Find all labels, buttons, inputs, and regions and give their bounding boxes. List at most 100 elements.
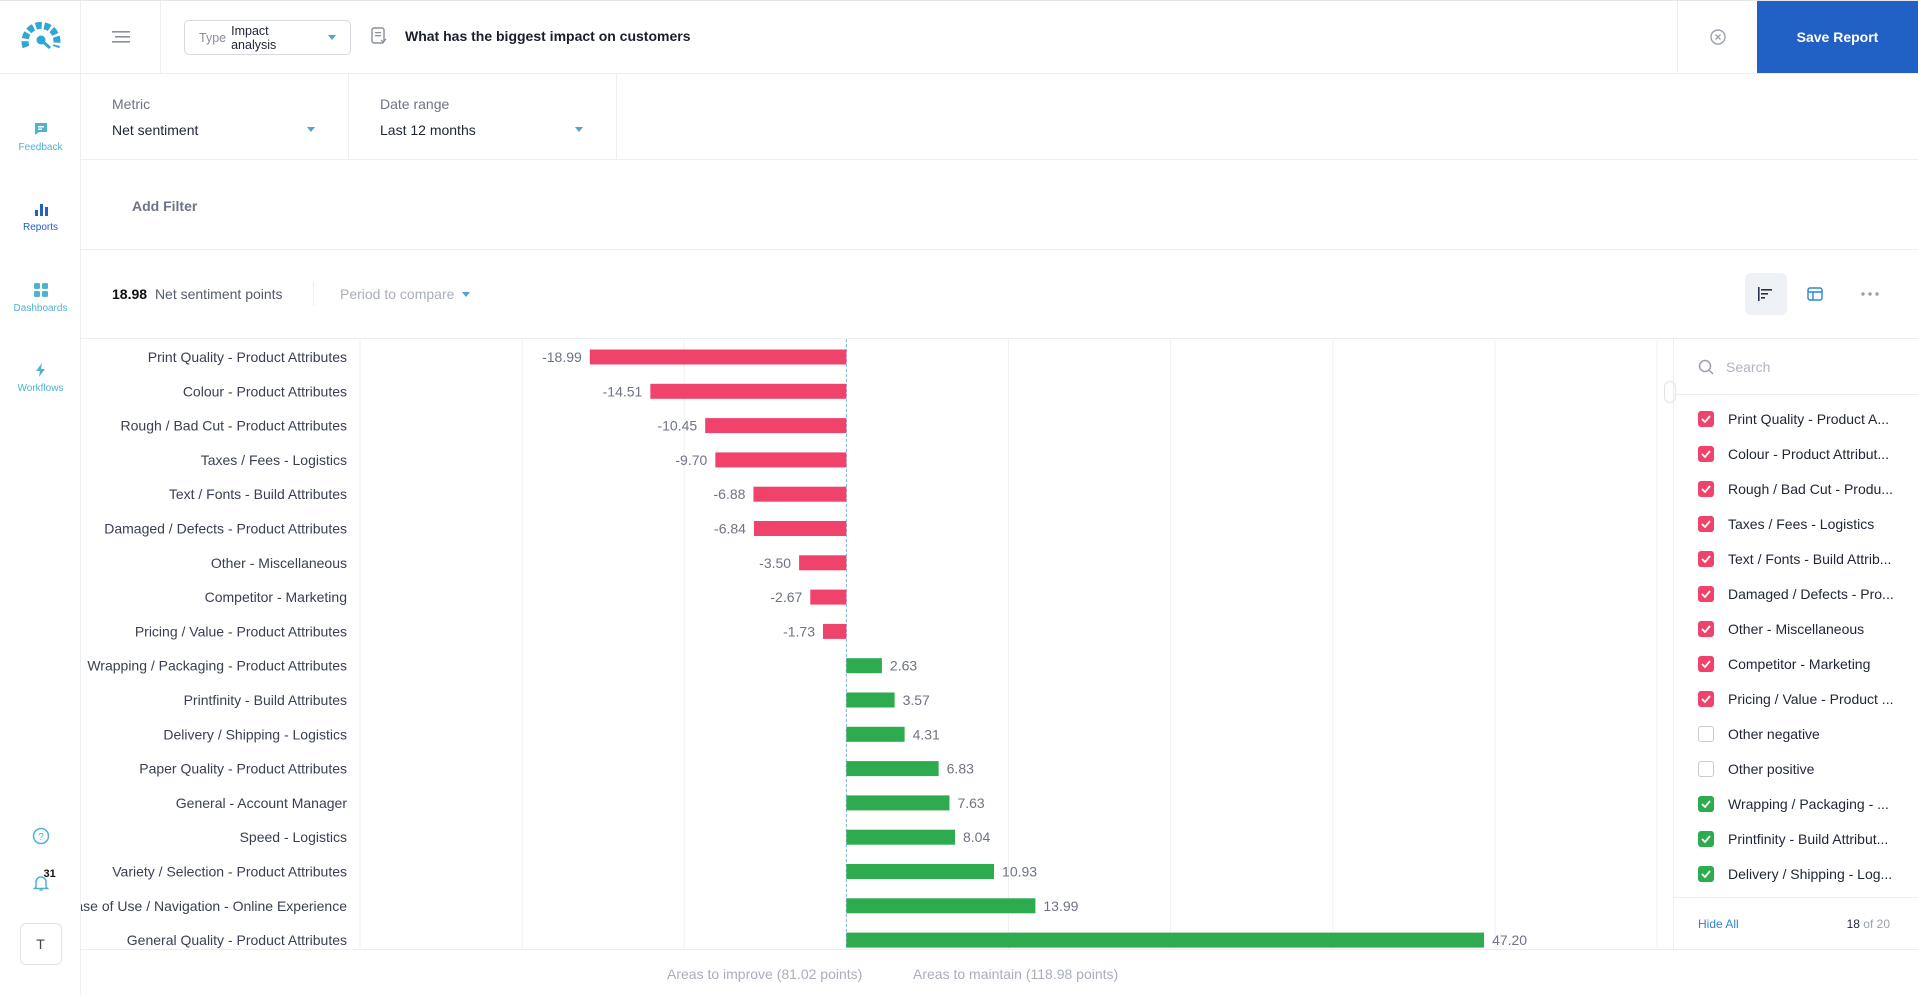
series-item[interactable]: Other - Miscellaneous xyxy=(1674,611,1918,646)
checkbox-checked-icon[interactable] xyxy=(1698,480,1714,497)
nav-workflows[interactable]: Workflows xyxy=(0,362,81,394)
series-item[interactable]: Other positive xyxy=(1674,751,1918,786)
impact-chart: Print Quality - Product Attributes -18.99… xyxy=(66,339,1673,949)
hide-all-button[interactable]: Hide All xyxy=(1698,916,1739,931)
points-value: 18.98 xyxy=(112,286,148,302)
nav-workflows-label: Workflows xyxy=(17,383,64,394)
bar[interactable] xyxy=(846,692,895,708)
notifications-button[interactable]: 31 xyxy=(0,868,81,897)
user-avatar[interactable]: T xyxy=(19,923,62,965)
series-item[interactable]: Print Quality - Product A... xyxy=(1674,401,1918,436)
bar[interactable] xyxy=(846,829,955,845)
grid-icon xyxy=(33,283,48,297)
value-label: -2.67 xyxy=(770,589,802,605)
nav-dashboards-label: Dashboards xyxy=(13,303,68,314)
type-select[interactable]: Type Impact analysis xyxy=(184,20,351,55)
filter-bar: Metric Net sentiment Date range Last 12 … xyxy=(81,74,1918,160)
date-range-select[interactable]: Date range Last 12 months xyxy=(349,74,617,160)
checkbox-checked-icon[interactable] xyxy=(1698,830,1714,847)
type-select-label: Type xyxy=(199,30,227,45)
checkbox-checked-icon[interactable] xyxy=(1698,585,1714,602)
brand-logo[interactable] xyxy=(0,1,81,74)
nav-feedback[interactable]: Feedback xyxy=(0,121,81,153)
series-count-selected: 18 xyxy=(1846,916,1860,931)
points-label: Net sentiment points xyxy=(154,286,283,302)
save-report-button[interactable]: Save Report xyxy=(1757,1,1918,73)
date-range-value: Last 12 months xyxy=(380,122,476,138)
series-item[interactable]: Rough / Bad Cut - Produ... xyxy=(1674,471,1918,506)
bar[interactable] xyxy=(846,726,905,742)
nav-reports[interactable]: Reports xyxy=(0,201,81,233)
add-filter-button[interactable]: Add Filter xyxy=(132,198,198,214)
checkbox-checked-icon[interactable] xyxy=(1698,865,1714,882)
bar[interactable] xyxy=(650,383,847,399)
checkbox-checked-icon[interactable] xyxy=(1698,620,1714,637)
series-item[interactable]: Text / Fonts - Build Attrib... xyxy=(1674,541,1918,576)
checkbox-checked-icon[interactable] xyxy=(1698,690,1714,707)
category-label: Text / Fonts - Build Attributes xyxy=(169,486,347,502)
nav-dashboards[interactable]: Dashboards xyxy=(0,282,81,314)
category-label: Pricing / Value - Product Attributes xyxy=(135,623,347,639)
search-icon xyxy=(1698,359,1714,375)
bar[interactable] xyxy=(846,761,939,777)
history-icon xyxy=(1709,29,1726,45)
more-options-button[interactable] xyxy=(1849,273,1891,315)
category-label: Delivery / Shipping - Logistics xyxy=(163,726,347,742)
bar-chart-icon xyxy=(34,204,48,216)
series-item[interactable]: Competitor - Marketing xyxy=(1674,646,1918,681)
series-list: Print Quality - Product A... Colour - Pro… xyxy=(1674,395,1918,891)
metric-select[interactable]: Metric Net sentiment xyxy=(81,74,349,160)
bar[interactable] xyxy=(823,623,847,639)
report-title[interactable]: What has the biggest impact on customers xyxy=(405,28,691,44)
checkbox-unchecked-icon[interactable] xyxy=(1698,760,1714,777)
bar-view-button[interactable] xyxy=(1745,273,1787,315)
checkbox-checked-icon[interactable] xyxy=(1698,795,1714,812)
menu-toggle-button[interactable] xyxy=(81,1,161,73)
checkbox-checked-icon[interactable] xyxy=(1698,515,1714,532)
checkbox-checked-icon[interactable] xyxy=(1698,655,1714,672)
category-label: Speed - Logistics xyxy=(240,829,347,845)
bar[interactable] xyxy=(799,555,847,571)
bar[interactable] xyxy=(846,932,1485,948)
bar[interactable] xyxy=(846,658,882,674)
value-label: 13.99 xyxy=(1043,898,1078,914)
period-compare-select[interactable]: Period to compare xyxy=(340,286,471,302)
summary-bar: 18.98 Net sentiment points Period to com… xyxy=(81,250,1918,339)
series-item[interactable]: Colour - Product Attribut... xyxy=(1674,436,1918,471)
series-search[interactable]: Search xyxy=(1674,339,1918,395)
search-placeholder: Search xyxy=(1726,358,1771,375)
series-item[interactable]: Damaged / Defects - Pro... xyxy=(1674,576,1918,611)
bar[interactable] xyxy=(846,864,995,879)
divider xyxy=(313,282,314,306)
chevron-down-icon xyxy=(575,127,583,132)
series-item-label: Other positive xyxy=(1728,760,1815,777)
checkbox-unchecked-icon[interactable] xyxy=(1698,725,1714,742)
bar[interactable] xyxy=(705,418,847,434)
bar[interactable] xyxy=(753,521,847,536)
checkbox-checked-icon[interactable] xyxy=(1698,410,1714,427)
bar[interactable] xyxy=(753,486,847,502)
history-button[interactable] xyxy=(1677,1,1757,73)
series-item[interactable]: Pricing / Value - Product ... xyxy=(1674,681,1918,716)
value-label: 8.04 xyxy=(963,829,990,845)
left-nav: Feedback Reports Dashboards Workflows ? … xyxy=(0,1,81,995)
series-item[interactable]: Other negative xyxy=(1674,716,1918,751)
bar[interactable] xyxy=(846,795,950,811)
bar[interactable] xyxy=(715,452,847,468)
category-label: Competitor - Marketing xyxy=(205,589,347,605)
category-label: Paper Quality - Product Attributes xyxy=(139,761,347,777)
bar[interactable] xyxy=(589,349,847,365)
checkbox-checked-icon[interactable] xyxy=(1698,445,1714,462)
bar[interactable] xyxy=(846,898,1036,914)
series-item[interactable]: Delivery / Shipping - Log... xyxy=(1674,856,1918,891)
series-count: 18 of 20 xyxy=(1847,917,1890,931)
bar[interactable] xyxy=(810,589,847,605)
table-view-button[interactable] xyxy=(1794,273,1836,315)
series-item-label: Colour - Product Attribut... xyxy=(1728,445,1890,462)
series-item[interactable]: Wrapping / Packaging - ... xyxy=(1674,786,1918,821)
series-item[interactable]: Taxes / Fees - Logistics xyxy=(1674,506,1918,541)
checkbox-checked-icon[interactable] xyxy=(1698,550,1714,567)
series-item[interactable]: Printfinity - Build Attribut... xyxy=(1674,821,1918,856)
metric-label: Metric xyxy=(112,96,151,112)
help-button[interactable]: ? xyxy=(0,827,81,845)
